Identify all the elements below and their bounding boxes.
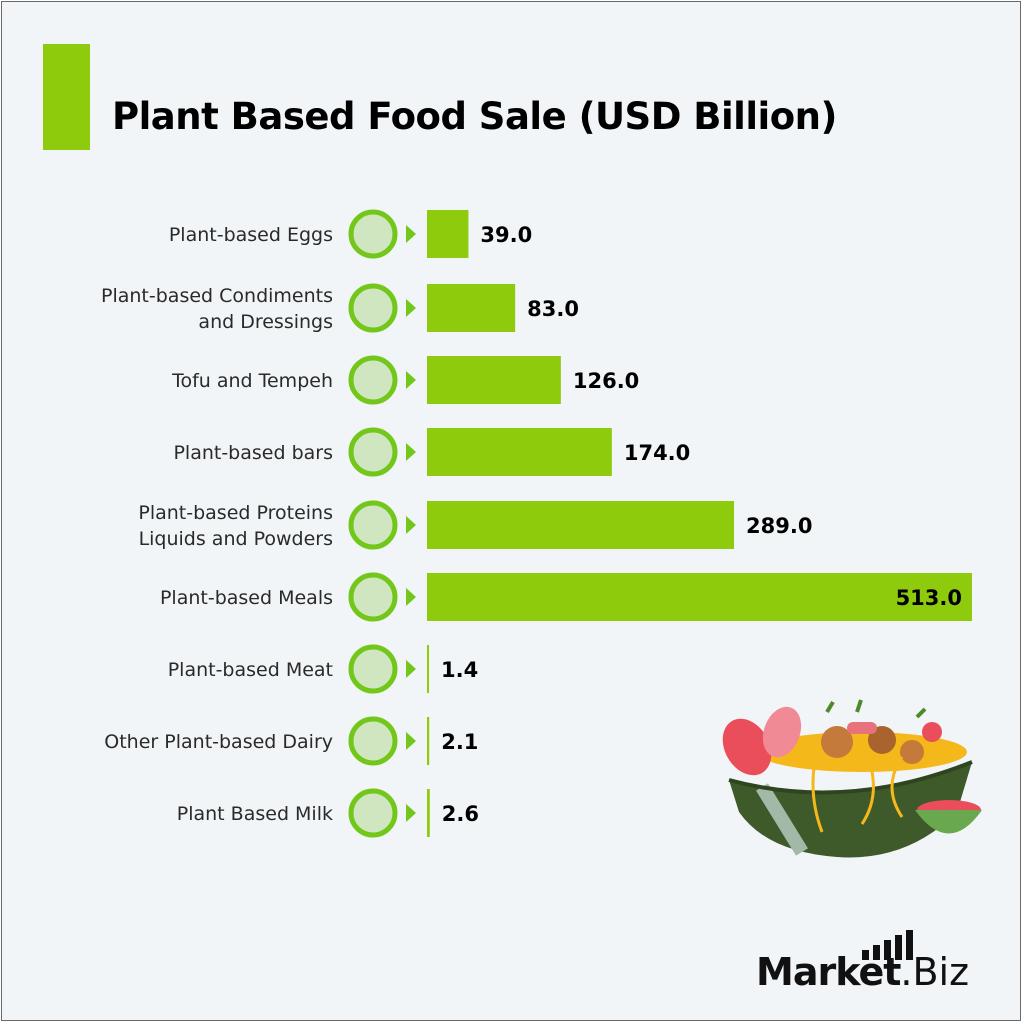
bar [427,428,612,476]
row-marker-circle [348,209,398,259]
row-marker-arrow-icon [406,516,416,534]
bar [427,501,735,549]
bar [427,789,430,837]
data-label: 513.0 [896,586,962,610]
category-label: Plant Based Milk [177,803,333,825]
data-label: 289.0 [746,514,812,538]
bar [427,356,561,404]
category-label: Liquids and Powders [139,528,333,550]
category-label: Tofu and Tempeh [171,370,333,392]
row-marker-arrow-icon [406,588,416,606]
row-marker-circle [348,788,398,838]
category-label: Plant-based Meat [168,659,333,681]
row-marker-arrow-icon [406,299,416,317]
row-marker-arrow-icon [406,371,416,389]
category-label: Plant-based Meals [160,587,333,609]
title-accent-bar [43,44,90,150]
category-label: Other Plant-based Dairy [104,731,333,753]
data-label: 2.1 [441,730,478,754]
row-marker-circle [348,427,398,477]
category-label: and Dressings [198,311,333,333]
data-label: 39.0 [480,223,532,247]
row-marker-circle [348,716,398,766]
bar [427,717,430,765]
bar [427,573,972,621]
row-marker-arrow-icon [406,732,416,750]
row-marker-circle [348,355,398,405]
data-label: 126.0 [573,369,639,393]
salad-bowl-illustration [722,699,982,858]
category-label: Plant-based bars [173,442,333,464]
market-biz-logo: Market.Biz [756,930,969,994]
category-label: Plant-based Proteins [138,502,333,524]
row-marker-arrow-icon [406,804,416,822]
row-marker-arrow-icon [406,660,416,678]
bar [427,645,429,693]
data-label: 83.0 [527,297,579,321]
signal-bars-icon [862,930,913,960]
category-label: Plant-based Eggs [169,224,333,246]
data-label: 1.4 [441,658,478,682]
row-marker-circle [348,500,398,550]
bar [427,210,469,258]
data-label: 174.0 [624,441,690,465]
row-marker-arrow-icon [406,443,416,461]
category-label: Plant-based Condiments [101,285,333,307]
chart-title: Plant Based Food Sale (USD Billion) [112,95,837,138]
bar [427,284,516,332]
row-marker-circle [348,283,398,333]
row-marker-arrow-icon [406,225,416,243]
data-label: 2.6 [442,802,479,826]
row-marker-circle [348,644,398,694]
row-marker-circle [348,572,398,622]
